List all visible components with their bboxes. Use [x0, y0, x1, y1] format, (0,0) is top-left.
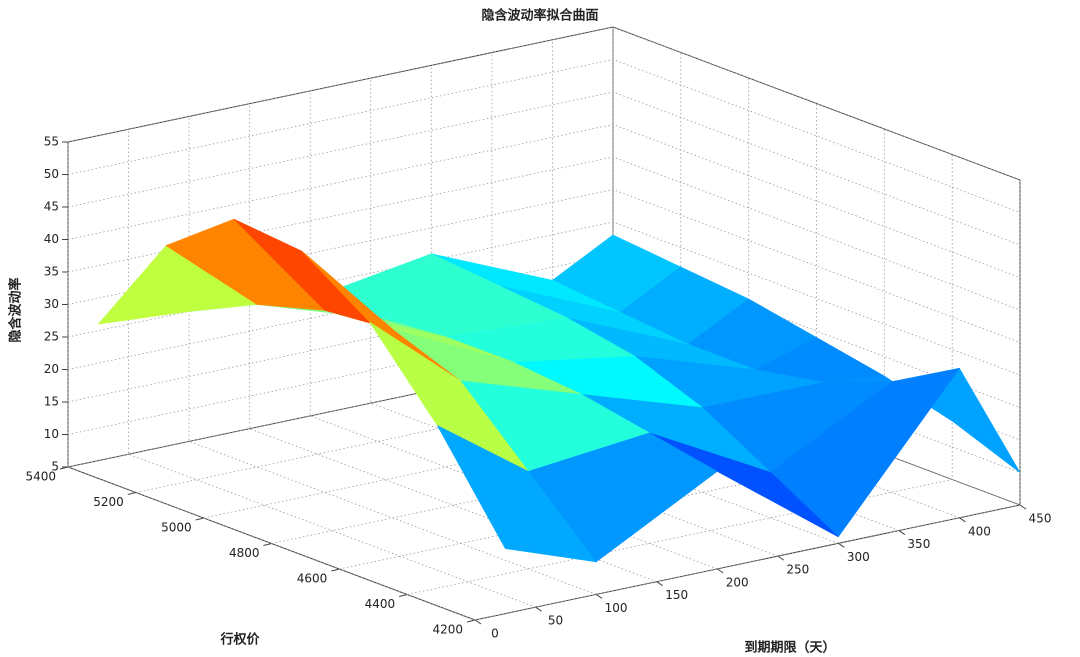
x-tick	[59, 466, 69, 470]
grid-line	[188, 116, 597, 595]
surface-patch	[436, 424, 597, 563]
grid-line	[430, 65, 839, 544]
y-tick	[838, 542, 845, 548]
y-tick-label: 150	[665, 588, 688, 602]
y-tick-label: 350	[907, 537, 930, 551]
z-tick-label: 5	[51, 460, 59, 474]
box-top	[67, 26, 1021, 181]
y-tick	[716, 568, 724, 574]
chart-title: 隐含波动率拟合曲面	[481, 8, 598, 24]
grid-line	[128, 129, 536, 608]
x-tick	[127, 492, 136, 495]
y-tick-label: 450	[1029, 512, 1052, 526]
x-tick-label: 5000	[161, 521, 192, 535]
z-tick-label: 30	[44, 297, 59, 311]
y-tick	[595, 594, 603, 599]
z-tick-label: 10	[44, 427, 59, 441]
y-axis-label: 到期期限（天）	[744, 640, 835, 656]
y-tick-label: 50	[548, 614, 563, 628]
y-tick	[777, 555, 785, 561]
x-axis-label: 行权价	[219, 632, 260, 648]
y-tick-label: 200	[726, 575, 749, 589]
y-tick-label: 400	[968, 524, 991, 538]
y-tick-label: 100	[605, 601, 628, 615]
z-tick-label: 55	[44, 135, 59, 149]
z-axis-label: 隐含波动率	[8, 277, 24, 342]
x-tick	[195, 517, 204, 521]
y-tick	[898, 530, 906, 535]
grid-line	[67, 91, 1021, 246]
x-tick	[331, 568, 340, 572]
y-tick	[1019, 504, 1027, 510]
x-tick-label: 4400	[365, 597, 396, 611]
x-tick-label: 5400	[25, 470, 56, 484]
x-tick-label: 5200	[93, 495, 124, 509]
grid-line	[67, 26, 1021, 181]
z-tick-label: 25	[44, 330, 59, 344]
grid-line	[67, 142, 476, 621]
x-tick	[263, 543, 272, 546]
x-tick	[466, 619, 476, 623]
grid-line	[67, 59, 1021, 213]
z-tick-label: 50	[44, 167, 59, 181]
z-tick-label: 20	[44, 362, 59, 376]
y-tick	[656, 581, 663, 587]
x-tick-label: 4600	[297, 572, 328, 586]
y-tick	[959, 517, 966, 523]
y-tick	[535, 606, 542, 612]
z-tick-label: 35	[44, 265, 59, 279]
x-tick-label: 4800	[229, 546, 260, 560]
y-tick-label: 300	[847, 550, 870, 564]
z-tick-label: 45	[44, 200, 59, 214]
z-tick-label: 40	[44, 232, 59, 246]
y-tick	[474, 619, 482, 625]
y-tick-label: 0	[491, 627, 499, 641]
x-tick	[399, 594, 408, 597]
x-tick-label: 4200	[432, 623, 463, 637]
z-tick-label: 15	[44, 395, 59, 409]
y-tick-label: 250	[786, 563, 809, 577]
